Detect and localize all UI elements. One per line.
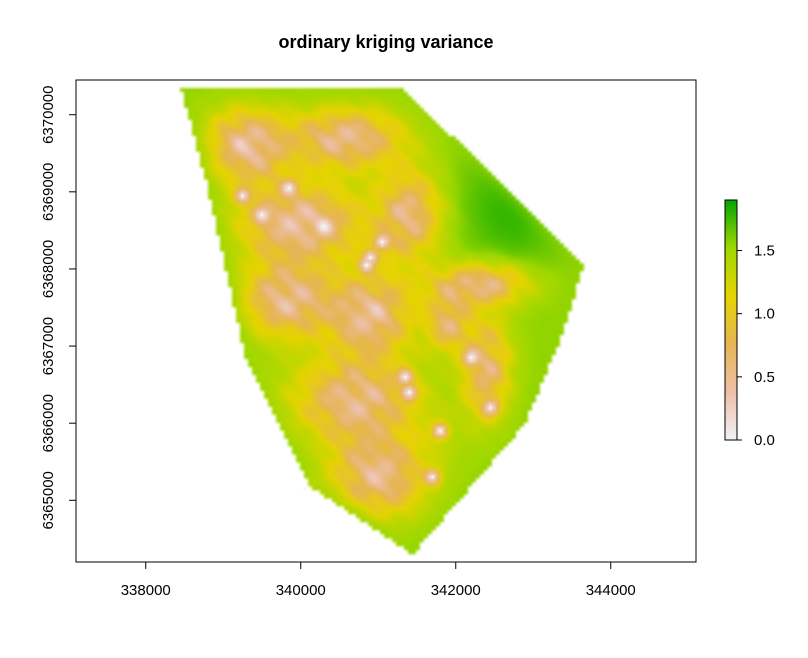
observation-point: [303, 487, 307, 491]
observation-point: [322, 225, 326, 228]
observation-point: [369, 255, 372, 259]
observation-point: [489, 406, 493, 410]
observation-point: [287, 186, 291, 190]
x-tick-label: 338000: [121, 582, 171, 599]
legend-tick-label: 0.0: [754, 432, 775, 449]
x-axis: 338000 340000 342000 344000: [121, 561, 636, 599]
y-tick-label: 6368000: [40, 240, 57, 298]
observation-point: [260, 213, 264, 217]
observation-point: [403, 375, 407, 379]
legend-color-bar: [724, 199, 738, 441]
x-tick-label: 340000: [276, 582, 326, 599]
observation-point: [469, 356, 473, 360]
observation-point: [380, 240, 384, 244]
x-tick-label: 344000: [586, 582, 636, 599]
legend-ticks: 0.0 0.5 1.0 1.5: [737, 243, 775, 449]
y-axis: 6365000 6366000 6367000 6368000 6369000 63700…: [40, 86, 77, 530]
observation-point: [365, 263, 369, 267]
y-tick-label: 6370000: [40, 86, 57, 144]
legend-tick-label: 0.5: [754, 369, 775, 386]
x-tick-label: 342000: [431, 582, 481, 599]
legend-tick-label: 1.5: [754, 243, 775, 260]
y-tick-label: 6367000: [40, 317, 57, 375]
color-legend: 0.0 0.5 1.0 1.5: [724, 199, 775, 449]
observation-point: [431, 475, 434, 479]
y-tick-label: 6369000: [40, 163, 57, 221]
observation-point: [241, 194, 245, 198]
y-tick-label: 6366000: [40, 394, 57, 452]
observation-points: [241, 186, 493, 491]
y-tick-label: 6365000: [40, 471, 57, 529]
observation-point: [407, 390, 411, 394]
observation-point: [438, 429, 442, 433]
variance-raster-image: [76, 80, 696, 562]
chart-title: ordinary kriging variance: [278, 32, 493, 52]
legend-tick-label: 1.0: [754, 306, 775, 323]
variance-raster: [76, 80, 696, 562]
